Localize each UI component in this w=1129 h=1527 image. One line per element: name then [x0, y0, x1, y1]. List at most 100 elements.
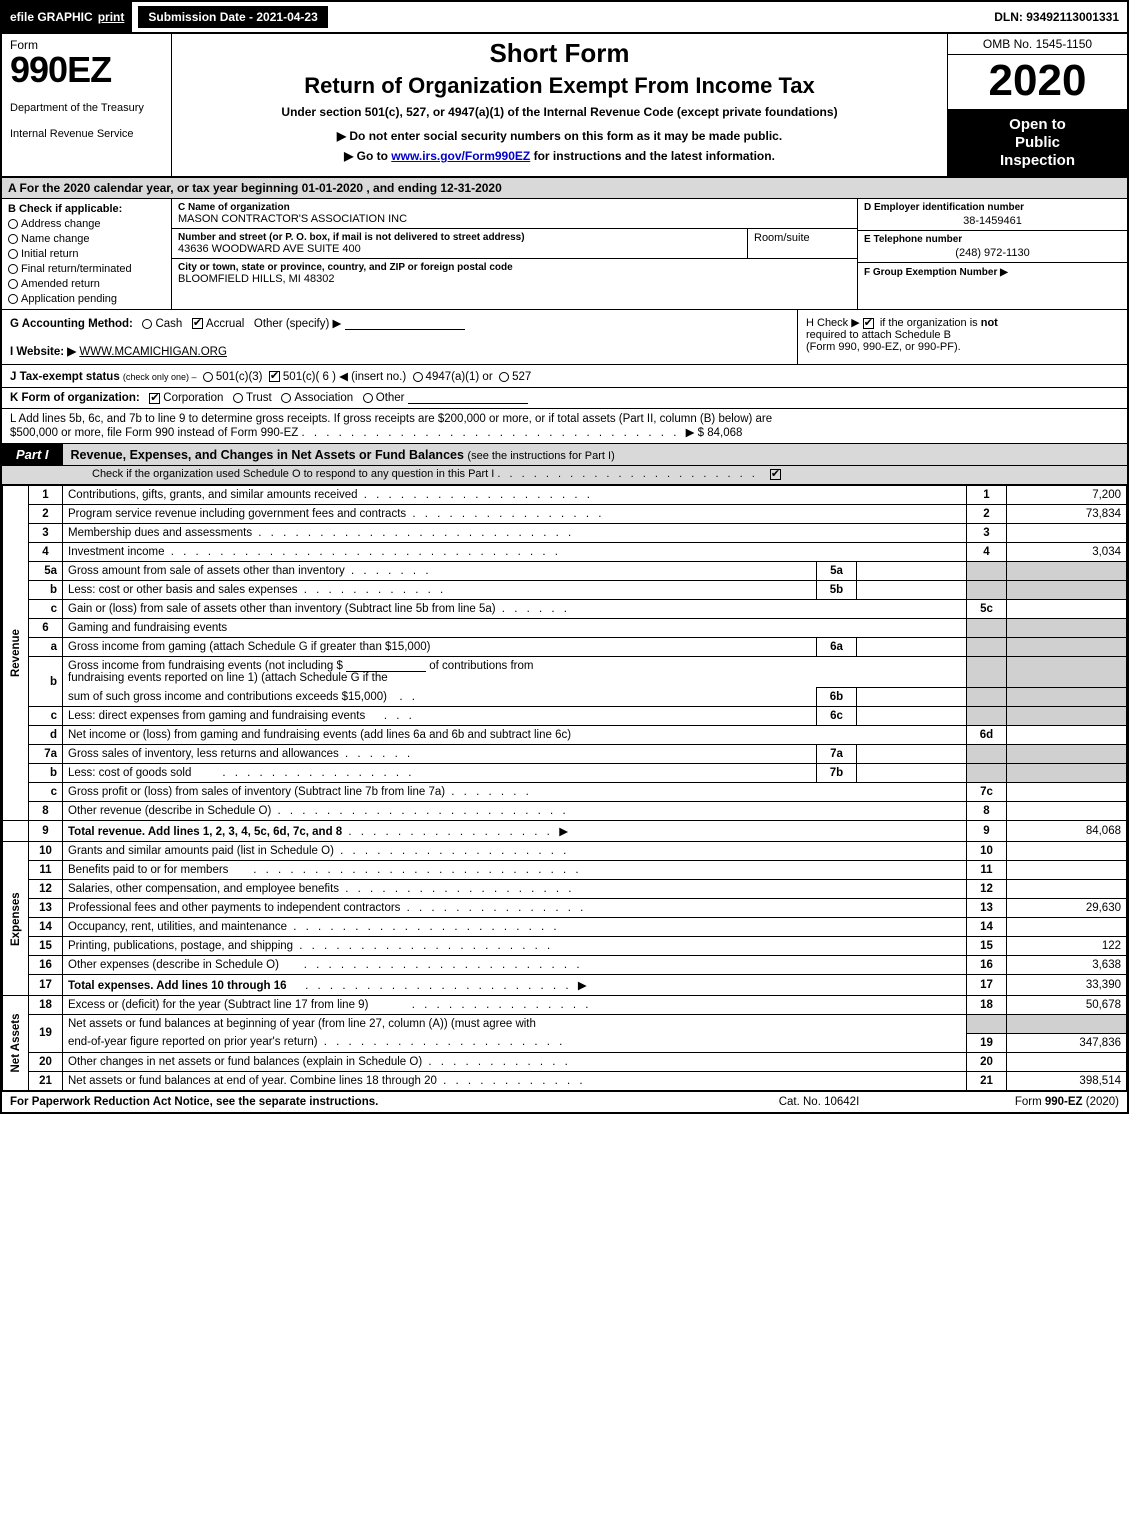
line-6b-cont: sum of such gross income and contributio…: [3, 688, 1127, 707]
chk-address-change[interactable]: Address change: [8, 218, 165, 230]
subtitle: Under section 501(c), 527, or 4947(a)(1)…: [180, 105, 939, 119]
other-specify-input[interactable]: [345, 318, 465, 330]
val-6a: [857, 638, 967, 657]
ein-value: 38-1459461: [864, 215, 1121, 227]
part-i-check-row: Check if the organization used Schedule …: [2, 466, 1127, 485]
chk-cash[interactable]: [142, 319, 152, 329]
chk-501c[interactable]: [269, 371, 280, 382]
dept-treasury: Department of the Treasury: [10, 102, 163, 114]
line-5c: c Gain or (loss) from sale of assets oth…: [3, 600, 1127, 619]
line-2: 2 Program service revenue including gove…: [3, 505, 1127, 524]
chk-527[interactable]: [499, 372, 509, 382]
d-label: D Employer identification number: [864, 202, 1121, 213]
chk-amended-return[interactable]: Amended return: [8, 278, 165, 290]
goto-line: ▶ Go to www.irs.gov/Form990EZ for instru…: [180, 149, 939, 163]
val-9: 84,068: [1007, 821, 1127, 842]
val-6c: [857, 707, 967, 726]
sections-d-e-f: D Employer identification number 38-1459…: [857, 199, 1127, 309]
irs-link[interactable]: www.irs.gov/Form990EZ: [391, 149, 530, 163]
val-12: [1007, 880, 1127, 899]
section-l: L Add lines 5b, 6c, and 7b to line 9 to …: [2, 409, 1127, 443]
part-i-check-text: Check if the organization used Schedule …: [92, 468, 494, 480]
g-label: G Accounting Method:: [10, 318, 133, 330]
part-i-badge: Part I: [2, 444, 63, 465]
section-b: B Check if applicable: Address change Na…: [2, 199, 172, 309]
header-left: Form 990EZ Department of the Treasury In…: [2, 34, 172, 176]
print-link[interactable]: print: [98, 10, 125, 24]
cat-no: Cat. No. 10642I: [719, 1096, 919, 1108]
h-line3: (Form 990, 990-EZ, or 990-PF).: [806, 341, 961, 353]
val-1: 7,200: [1007, 486, 1127, 505]
phone-value: (248) 972-1130: [864, 247, 1121, 259]
chk-association[interactable]: [281, 393, 291, 403]
j-label: J Tax-exempt status: [10, 371, 120, 383]
chk-501c3[interactable]: [203, 372, 213, 382]
val-16: 3,638: [1007, 956, 1127, 975]
chk-other-org[interactable]: [363, 393, 373, 403]
part-i-table: Revenue 1 Contributions, gifts, grants, …: [2, 485, 1127, 1091]
val-2: 73,834: [1007, 505, 1127, 524]
side-net-assets: Net Assets: [3, 996, 29, 1091]
chk-name-change[interactable]: Name change: [8, 233, 165, 245]
line-19b: end-of-year figure reported on prior yea…: [3, 1033, 1127, 1052]
submission-date-label: Submission Date - 2021-04-23: [148, 10, 317, 24]
chk-trust[interactable]: [233, 393, 243, 403]
val-19: 347,836: [1007, 1033, 1127, 1052]
line-21: 21 Net assets or fund balances at end of…: [3, 1071, 1127, 1090]
section-d: D Employer identification number 38-1459…: [858, 199, 1127, 231]
efile-block: efile GRAPHIC print: [2, 2, 132, 32]
chk-final-return[interactable]: Final return/terminated: [8, 263, 165, 275]
section-g: G Accounting Method: Cash Accrual Other …: [2, 310, 797, 364]
section-c: C Name of organization MASON CONTRACTOR'…: [172, 199, 857, 309]
dln: DLN: 93492113001331: [986, 2, 1127, 32]
val-13: 29,630: [1007, 899, 1127, 918]
chk-corporation[interactable]: [149, 393, 160, 404]
val-10: [1007, 842, 1127, 861]
val-6b: [857, 688, 967, 707]
org-city: BLOOMFIELD HILLS, MI 48302: [178, 273, 851, 285]
org-name: MASON CONTRACTOR'S ASSOCIATION INC: [178, 213, 851, 225]
sections-b-through-f: B Check if applicable: Address change Na…: [2, 199, 1127, 310]
dots: . . . . . . . . . . . . . . . . . . . . …: [301, 427, 685, 439]
j-note: (check only one) –: [123, 372, 197, 382]
val-20: [1007, 1052, 1127, 1071]
paperwork-notice: For Paperwork Reduction Act Notice, see …: [10, 1096, 719, 1108]
line-16: 16 Other expenses (describe in Schedule …: [3, 956, 1127, 975]
dept-irs: Internal Revenue Service: [10, 128, 163, 140]
6b-contrib-input[interactable]: [346, 660, 426, 672]
c-street-label: Number and street (or P. O. box, if mail…: [178, 232, 741, 243]
sections-g-h: G Accounting Method: Cash Accrual Other …: [2, 310, 1127, 365]
omb-number: OMB No. 1545-1150: [948, 34, 1127, 55]
other-org-input[interactable]: [408, 392, 528, 404]
val-5c: [1007, 600, 1127, 619]
line-19a: 19 Net assets or fund balances at beginn…: [3, 1015, 1127, 1034]
line-6a: a Gross income from gaming (attach Sched…: [3, 638, 1127, 657]
val-8: [1007, 802, 1127, 821]
val-3: [1007, 524, 1127, 543]
inspection-line3: Inspection: [950, 152, 1125, 170]
chk-schedule-b-not-required[interactable]: [863, 318, 874, 329]
chk-4947a1[interactable]: [413, 372, 423, 382]
page-footer: For Paperwork Reduction Act Notice, see …: [2, 1091, 1127, 1112]
header-right: OMB No. 1545-1150 2020 Open to Public In…: [947, 34, 1127, 176]
line-20: 20 Other changes in net assets or fund b…: [3, 1052, 1127, 1071]
val-11: [1007, 861, 1127, 880]
i-label: I Website: ▶: [10, 346, 76, 358]
chk-accrual[interactable]: [192, 318, 203, 329]
inspection-line1: Open to: [950, 116, 1125, 134]
line-17: 17 Total expenses. Add lines 10 through …: [3, 975, 1127, 996]
h-pre: H Check ▶: [806, 317, 863, 329]
public-inspection-badge: Open to Public Inspection: [948, 110, 1127, 176]
line-15: 15 Printing, publications, postage, and …: [3, 937, 1127, 956]
line-6d: d Net income or (loss) from gaming and f…: [3, 726, 1127, 745]
line-7a: 7a Gross sales of inventory, less return…: [3, 745, 1127, 764]
section-f: F Group Exemption Number ▶: [858, 263, 1127, 281]
line-13: 13 Professional fees and other payments …: [3, 899, 1127, 918]
chk-schedule-o-used[interactable]: [770, 469, 781, 480]
short-form-title: Short Form: [180, 38, 939, 69]
chk-initial-return[interactable]: Initial return: [8, 248, 165, 260]
website-link[interactable]: WWW.MCAMICHIGAN.ORG: [79, 346, 227, 358]
part-i-title: Revenue, Expenses, and Changes in Net As…: [63, 445, 1127, 465]
chk-application-pending[interactable]: Application pending: [8, 293, 165, 305]
section-h: H Check ▶ if the organization is not req…: [797, 310, 1127, 364]
